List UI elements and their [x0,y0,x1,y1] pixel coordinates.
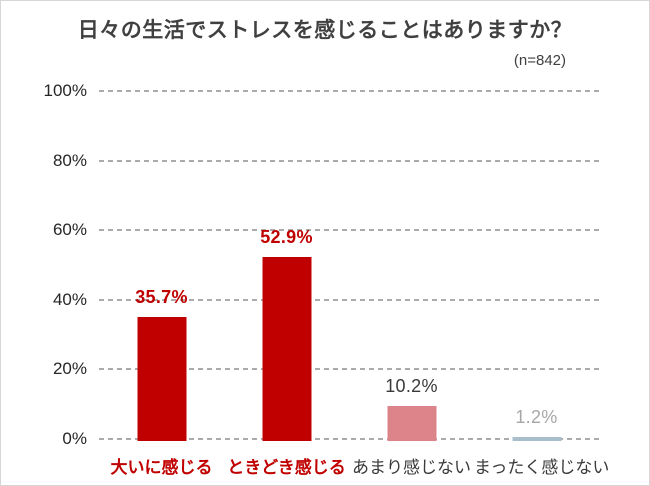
y-tick-label: 40% [52,289,87,309]
gridline [99,368,599,371]
y-tick-label: 100% [43,81,87,100]
bar-value-label: 52.9% [260,226,313,247]
y-tick-label: 20% [52,359,87,379]
y-tick-label: 0% [62,429,87,448]
plot-area: 35.7% 52.9% 10.2% 1.2% [99,90,599,441]
gridline [99,438,599,440]
x-axis-labels: 大いに感じる ときどき感じる あまり感じない まったく感じない [99,453,610,478]
bars-container: 35.7% 52.9% 10.2% 1.2% [99,91,599,441]
sample-size-label: (n=842) [513,52,566,69]
y-tick-label: 80% [52,150,87,170]
gridline [99,229,599,232]
bar [387,405,436,441]
x-category-label: 大いに感じる [110,458,213,477]
bar-slot: 52.9% [224,91,349,441]
x-category-label: まったく感じない [474,458,610,477]
bar-slot: 1.2% [474,91,599,441]
gridline [99,90,599,92]
bar [137,316,186,441]
bar-value-label: 35.7% [135,286,188,307]
chart-title: 日々の生活でストレスを感じることはありますか？ [77,19,573,42]
bar-slot: 35.7% [99,91,224,441]
gridline [99,298,599,301]
bar [262,256,311,441]
bar [512,436,561,441]
bar-slot: 10.2% [349,91,474,441]
x-category-label: あまり感じない [352,458,471,477]
bar-value-label: 1.2% [515,406,558,427]
y-axis: 100% 80% 60% 40% 20% 0% [1,81,87,448]
bar-value-label: 10.2% [385,375,438,396]
x-category-label: ときどき感じる [227,458,346,477]
gridline [99,159,599,162]
y-tick-label: 60% [52,220,87,240]
